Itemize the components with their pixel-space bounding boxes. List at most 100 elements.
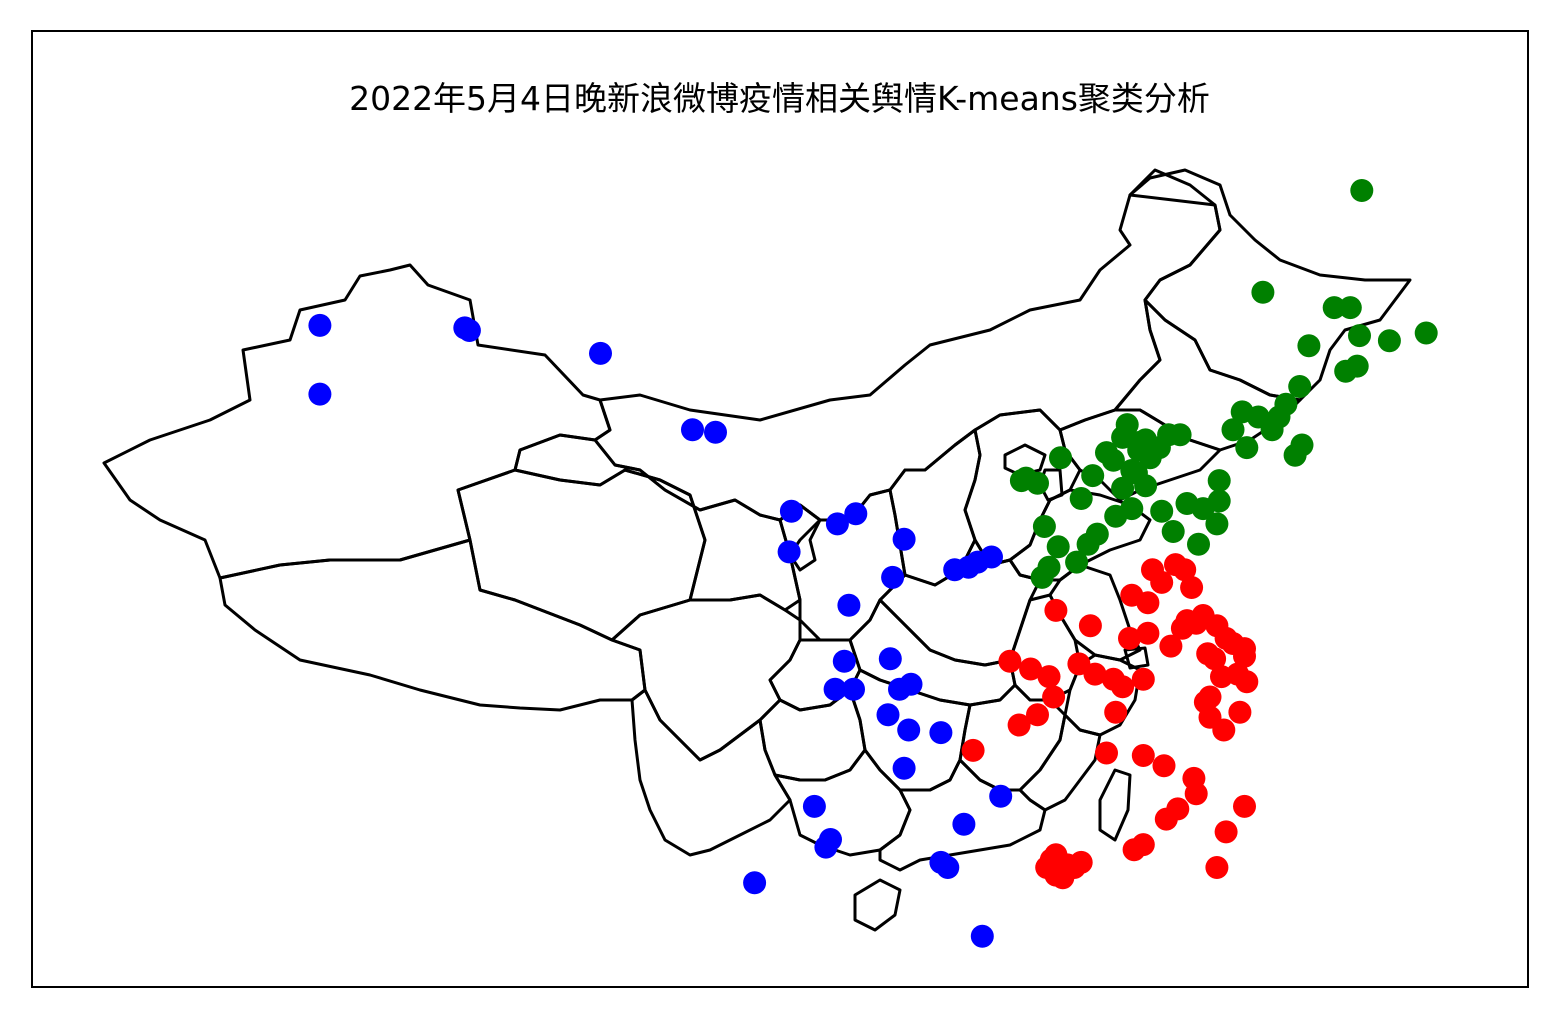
cluster-point [1065,550,1089,574]
cluster-point [1069,850,1093,874]
cluster-point [837,593,861,617]
cluster-point [1159,634,1183,658]
cluster-point [1118,626,1141,650]
cluster-point [1297,334,1321,358]
cluster-point [1205,856,1229,879]
cluster-point [1042,685,1066,709]
cluster-point [589,341,612,365]
cluster-point [1207,469,1231,493]
cluster-point [1377,329,1401,353]
cluster-point [952,812,976,836]
cluster-point [980,545,1003,569]
cluster-point [1134,474,1158,498]
cluster-point [1322,296,1346,320]
cluster-point [844,502,868,526]
cluster-point [1154,807,1178,831]
cluster-point [1235,670,1259,694]
cluster-point [1150,499,1174,523]
cluster-points [308,179,1438,948]
cluster-point [777,540,801,564]
cluster-point [1196,642,1220,666]
cluster-point [1187,532,1210,556]
cluster-point [1046,535,1070,559]
boundary-sichuan [610,593,802,762]
cluster-point [1198,685,1222,709]
cluster-point [936,856,960,879]
boundary-guizhou [758,688,867,782]
cluster-point [1233,644,1256,668]
cluster-point [1198,705,1222,729]
cluster-point [1288,375,1312,398]
cluster-point [1030,565,1054,589]
province-boundaries [102,168,1412,932]
cluster-point [1221,418,1245,442]
boundary-heilongjiang [1128,168,1412,402]
cluster-point [457,319,481,342]
cluster-point [1161,520,1185,543]
boundary-gansu [513,433,802,612]
cluster-point [897,718,921,742]
cluster-point [1095,441,1118,465]
cluster-point [1184,611,1208,635]
cluster-point [899,672,923,696]
cluster-point [1044,598,1068,622]
boundary-hubei [848,598,1017,707]
cluster-point [802,794,826,818]
cluster-point [1228,700,1252,724]
cluster-point [1037,665,1061,689]
cluster-point [1032,515,1056,538]
cluster-point [1350,179,1374,202]
cluster-point [1026,471,1049,495]
cluster-point [825,512,849,536]
cluster-point [308,313,332,337]
cluster-point [961,738,985,762]
cluster-point [1338,296,1362,320]
cluster-point [1044,863,1068,887]
cluster-point [892,756,916,780]
cluster-point [1214,820,1238,844]
cluster-point [1235,436,1259,460]
cluster-point [1081,464,1105,488]
cluster-point [876,703,900,727]
cluster-point [878,647,902,671]
cluster-point [1168,423,1192,447]
cluster-point [1007,713,1031,737]
cluster-point [1136,591,1160,615]
boundary-xinjiang [102,263,612,580]
cluster-point [832,649,856,673]
boundary-guangxi [773,748,912,857]
cluster-point [1111,675,1135,699]
cluster-point [989,784,1013,808]
cluster-point [1205,512,1229,536]
cluster-point [1019,657,1043,681]
boundary-qinghai [456,468,707,642]
cluster-point [1251,280,1275,304]
boundary-beijing [1003,443,1047,477]
cluster-point [1267,405,1291,429]
cluster-point [1138,446,1162,470]
cluster-point [1078,614,1102,638]
cluster-point [1049,446,1072,470]
cluster-point [1173,558,1197,582]
boundary-shanghai [1123,646,1150,670]
cluster-point [998,649,1022,673]
cluster-point [1136,621,1160,645]
cluster-point [1152,754,1176,778]
cluster-point [681,418,704,442]
cluster-point [881,565,905,589]
cluster-point [1131,744,1155,767]
cluster-point [970,924,994,948]
cluster-point [823,677,847,701]
boundary-fujian [1018,713,1102,812]
cluster-point [892,527,916,551]
cluster-point [1131,667,1155,691]
cluster-point [1348,324,1371,348]
cluster-point [1184,782,1208,806]
cluster-point [1180,576,1204,599]
cluster-point [743,871,767,895]
cluster-point [308,382,332,406]
cluster-point [1069,487,1093,510]
cluster-point [1083,662,1107,686]
cluster-point [1111,476,1135,500]
